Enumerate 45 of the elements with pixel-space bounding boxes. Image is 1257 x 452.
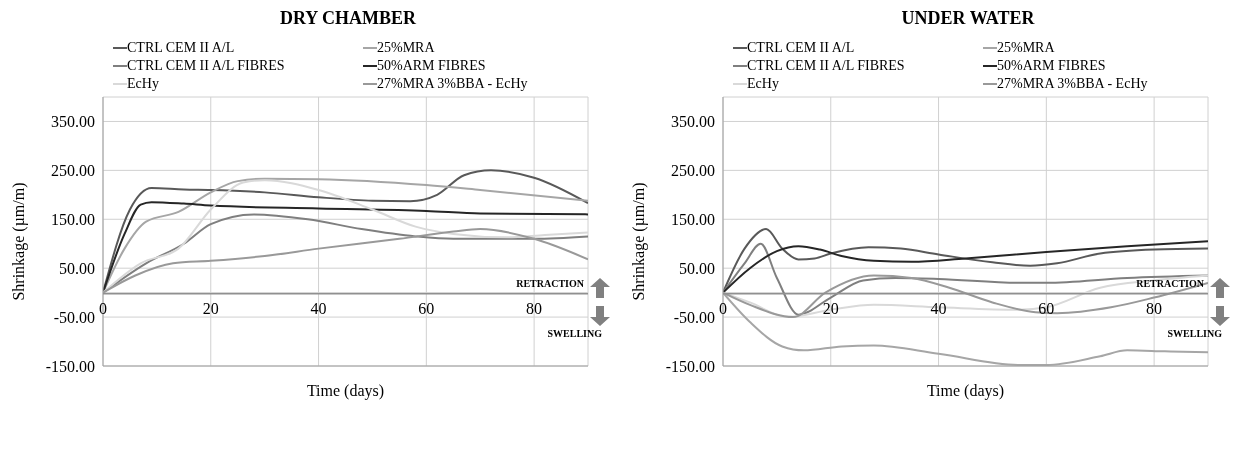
y-tick-label: -150.00 [665, 357, 715, 375]
legend-label: CTRL CEM II A/L [747, 39, 855, 57]
x-tick-label: 80 [526, 299, 543, 317]
legend-label: 25%MRA [377, 39, 435, 57]
legend-label: 50%ARM FIBRES [997, 57, 1106, 75]
annotation: RETRACTION [516, 277, 584, 289]
y-tick-label: 150.00 [51, 210, 95, 228]
x-tick-label: 40 [310, 299, 327, 317]
annotation: SWELLING [547, 327, 602, 339]
chart-title: DRY CHAMBER [278, 8, 418, 29]
annotation: SWELLING [1167, 327, 1222, 339]
y-tick-label: 150.00 [671, 210, 715, 228]
x-tick-label: 60 [418, 299, 435, 317]
legend-label: CTRL CEM II A/L FIBRES [747, 57, 905, 75]
y-axis-title: Shrinkage (µm/m) [9, 182, 28, 301]
y-tick-label: 50.00 [59, 259, 95, 277]
x-tick-label: 80 [1146, 299, 1163, 317]
legend-label: EcHy [127, 75, 159, 93]
chart-title: UNDER WATER [900, 8, 1036, 29]
legend-label: EcHy [747, 75, 779, 93]
y-tick-label: -50.00 [53, 308, 95, 326]
y-tick-label: -50.00 [673, 308, 715, 326]
x-tick-label: 0 [99, 299, 107, 317]
line-series [723, 240, 1208, 294]
y-tick-label: 350.00 [671, 113, 715, 131]
y-tick-label: 350.00 [51, 113, 95, 131]
legend-label: CTRL CEM II A/L [127, 39, 235, 57]
legend-label: 27%MRA 3%BBA - EcHy [377, 75, 528, 93]
y-tick-label: 50.00 [679, 259, 715, 277]
y-tick-label: -150.00 [45, 357, 95, 375]
x-axis-title: Time (days) [306, 382, 385, 400]
x-tick-label: 20 [202, 299, 219, 317]
y-tick-label: 250.00 [51, 162, 95, 180]
x-tick-label: 20 [822, 299, 839, 317]
annotation: RETRACTION [1136, 277, 1204, 289]
legend-label: CTRL CEM II A/L FIBRES [127, 57, 285, 75]
x-tick-label: 40 [930, 299, 947, 317]
y-tick-label: 250.00 [671, 162, 715, 180]
y-axis-title: Shrinkage (µm/m) [629, 182, 648, 301]
x-tick-label: 0 [719, 299, 727, 317]
x-axis-title: Time (days) [926, 382, 1005, 400]
legend-label: 25%MRA [997, 39, 1055, 57]
legend-label: 50%ARM FIBRES [377, 57, 486, 75]
x-tick-label: 60 [1038, 299, 1055, 317]
legend-label: 27%MRA 3%BBA - EcHy [997, 75, 1148, 93]
